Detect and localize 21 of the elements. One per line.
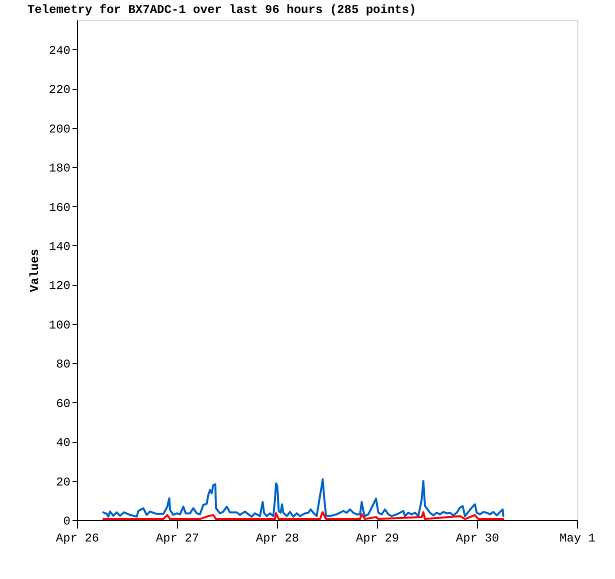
x-tick-label: Apr 30 xyxy=(456,532,500,546)
y-tick-label: 120 xyxy=(48,279,70,294)
y-tick-label: 240 xyxy=(48,44,70,58)
y-tick-label: 60 xyxy=(56,396,70,411)
y-tick-label: 100 xyxy=(48,318,70,332)
x-tick-label: Apr 26 xyxy=(56,532,100,546)
y-tick-label: 40 xyxy=(56,436,70,450)
y-axis-title: Values xyxy=(28,248,42,292)
x-tick-label: Apr 29 xyxy=(356,532,400,546)
y-tick-label: 20 xyxy=(56,475,70,490)
y-tick-label: 180 xyxy=(48,162,70,176)
x-tick-label: Apr 28 xyxy=(256,532,300,546)
y-tick-label: 220 xyxy=(48,83,70,98)
x-tick-label: May 1 xyxy=(559,532,596,546)
chart-title: Telemetry for BX7ADC-1 over last 96 hours (285 points) xyxy=(27,3,416,17)
y-tick-label: 140 xyxy=(48,240,70,254)
y-tick-label: 80 xyxy=(56,358,70,372)
y-tick-label: 160 xyxy=(48,200,70,215)
y-tick-label: 200 xyxy=(48,122,70,136)
x-tick-label: Apr 27 xyxy=(156,532,200,546)
y-tick-label: 0 xyxy=(63,514,70,528)
